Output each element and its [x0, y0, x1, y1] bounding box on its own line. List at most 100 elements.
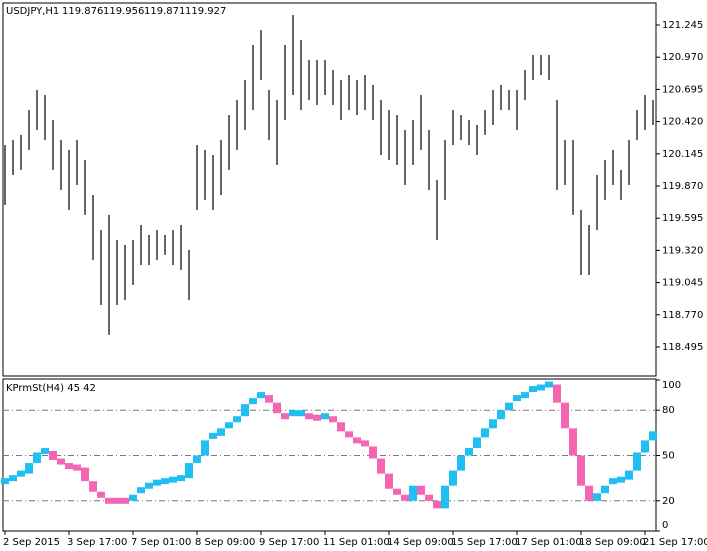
y-tick-label: 119.045	[662, 278, 703, 289]
indicator-step	[289, 410, 297, 417]
indicator-step	[65, 463, 73, 470]
x-tick-label: 15 Sep 17:00	[451, 537, 518, 548]
x-tick-label: 14 Sep 09:00	[387, 537, 454, 548]
indicator-step	[297, 410, 305, 417]
indicator-step	[145, 482, 153, 489]
indicator-step	[433, 500, 441, 509]
x-tick-label: 9 Sep 17:00	[259, 537, 319, 548]
indicator-step	[97, 491, 105, 498]
y-tick-label: 118.495	[662, 342, 703, 353]
y-tick-label: 50	[662, 451, 675, 462]
y-tick-label: 120.420	[662, 117, 703, 128]
indicator-step	[57, 458, 65, 465]
indicator-step	[249, 398, 257, 405]
indicator-step	[161, 478, 169, 485]
indicator-step	[1, 478, 9, 485]
indicator-step	[233, 416, 241, 423]
symbol-title: USDJPY,H1	[6, 6, 59, 17]
indicator-step	[513, 395, 521, 402]
indicator-step	[169, 476, 177, 483]
indicator-step	[129, 494, 137, 501]
indicator-step	[369, 446, 377, 459]
indicator-step	[305, 413, 313, 420]
indicator-step	[417, 485, 425, 495]
y-tick-label: 118.770	[662, 310, 703, 321]
indicator-step	[337, 422, 345, 432]
indicator-step	[329, 416, 337, 423]
indicator-step	[537, 384, 545, 391]
x-tick-label: 3 Sep 17:00	[67, 537, 127, 548]
indicator-step	[241, 404, 249, 417]
price-panel	[2, 2, 657, 377]
y-tick-label: 119.870	[662, 181, 703, 192]
y-tick-label: 120.970	[662, 52, 703, 63]
indicator-step	[121, 497, 129, 504]
indicator-title: KPrmSt(H4) 45 42	[6, 383, 96, 394]
indicator-step	[457, 455, 465, 471]
y-tick-label: 80	[662, 405, 675, 416]
indicator-step	[73, 464, 81, 471]
indicator-step	[273, 402, 281, 414]
indicator-step	[569, 428, 577, 456]
x-tick-label: 18 Sep 09:00	[579, 537, 646, 548]
indicator-step	[649, 431, 657, 441]
indicator-step	[41, 447, 49, 454]
y-tick-label: 121.245	[662, 20, 703, 31]
quote-value: 119.871	[144, 6, 185, 17]
indicator-step	[105, 497, 113, 504]
indicator-step	[521, 392, 529, 399]
quote-value: 119.876	[62, 6, 103, 17]
indicator-step	[33, 452, 41, 464]
indicator-step	[257, 392, 265, 399]
indicator-step	[393, 488, 401, 495]
indicator-step	[345, 431, 353, 438]
indicator-step	[185, 463, 193, 479]
indicator-step	[449, 470, 457, 486]
indicator-step	[137, 487, 145, 494]
x-tick-label: 8 Sep 09:00	[195, 537, 255, 548]
indicator-step	[505, 402, 513, 411]
indicator-step	[489, 419, 497, 429]
x-tick-label: 2 Sep 2015	[3, 537, 60, 548]
y-tick-label: 20	[662, 496, 675, 507]
indicator-step	[625, 470, 633, 480]
x-tick-label: 21 Sep 17:00	[643, 537, 707, 548]
y-tick-label: 119.595	[662, 213, 703, 224]
indicator-step	[481, 428, 489, 438]
indicator-step	[641, 440, 649, 453]
indicator-step	[361, 440, 369, 447]
indicator-step	[25, 463, 33, 474]
indicator-step	[177, 475, 185, 482]
indicator-step	[17, 470, 25, 477]
indicator-step	[585, 485, 593, 501]
indicator-step	[49, 450, 57, 461]
indicator-step	[465, 447, 473, 456]
indicator-step	[601, 485, 609, 494]
y-tick-label: 120.145	[662, 149, 703, 160]
indicator-step	[265, 395, 273, 403]
indicator-step	[385, 473, 393, 489]
indicator-step	[401, 494, 409, 501]
indicator-step	[201, 440, 209, 456]
indicator-step	[409, 485, 417, 501]
indicator-step	[593, 493, 601, 501]
indicator-step	[577, 455, 585, 486]
y-tick-label: 120.695	[662, 84, 703, 95]
indicator-step	[441, 485, 449, 509]
indicator-step	[561, 402, 569, 429]
indicator-step	[153, 479, 161, 486]
indicator-step	[89, 481, 97, 492]
indicator-step	[425, 494, 433, 501]
indicator-step	[553, 384, 561, 403]
indicator-step	[609, 478, 617, 485]
indicator-step	[281, 413, 289, 420]
quote-value: 119.927	[185, 6, 226, 17]
y-tick-label: 100	[662, 380, 681, 391]
indicator-step	[473, 437, 481, 448]
y-tick-label: 119.320	[662, 245, 703, 256]
indicator-step	[81, 467, 89, 482]
indicator-step	[377, 458, 385, 474]
indicator-step	[193, 455, 201, 464]
